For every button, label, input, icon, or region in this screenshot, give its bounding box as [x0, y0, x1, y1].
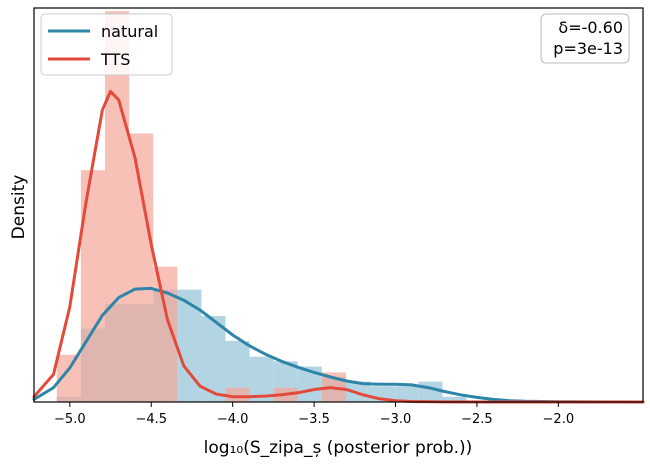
x-tick-label-2: −4.0 — [217, 412, 249, 427]
y-axis-label: Density — [9, 175, 29, 240]
kde-curves — [32, 89, 645, 404]
natural-hist-bar-15 — [418, 381, 443, 402]
stats-pvalue: p=3e-13 — [553, 39, 623, 58]
x-tick-label-5: −2.5 — [461, 412, 493, 427]
x-tick-label-3: −3.5 — [298, 412, 330, 427]
stats-box — [540, 13, 630, 64]
stats-annotation: δ=-0.60 p=3e-13 — [540, 13, 630, 64]
plot-frame — [33, 7, 644, 403]
x-tick-label-4: −3.0 — [380, 412, 412, 427]
tts-hist-bar-7 — [225, 387, 250, 402]
x-tick-label-1: −4.5 — [135, 412, 167, 427]
x-tick-label-0: −5.0 — [54, 412, 86, 427]
natural-hist-bar-14 — [394, 386, 419, 402]
legend: natural TTS — [40, 13, 173, 76]
tts-kde-line — [32, 89, 645, 404]
legend-label-tts: TTS — [100, 50, 130, 69]
natural-hist-bar-16 — [442, 396, 467, 402]
natural-kde-line — [32, 286, 645, 404]
x-tick-label-6: −2.0 — [543, 412, 575, 427]
stats-delta: δ=-0.60 — [558, 18, 623, 37]
legend-label-natural: natural — [101, 22, 158, 41]
x-axis-label: log₁₀(S_zipa_ș (posterior prob.)) — [204, 438, 473, 458]
tts-hist-bar-3 — [129, 133, 154, 402]
tts-hist-bar-2 — [104, 11, 130, 403]
x-axis-ticks: −5.0 −4.5 −4.0 −3.5 −3.0 −2.5 −2.0 — [54, 402, 574, 427]
